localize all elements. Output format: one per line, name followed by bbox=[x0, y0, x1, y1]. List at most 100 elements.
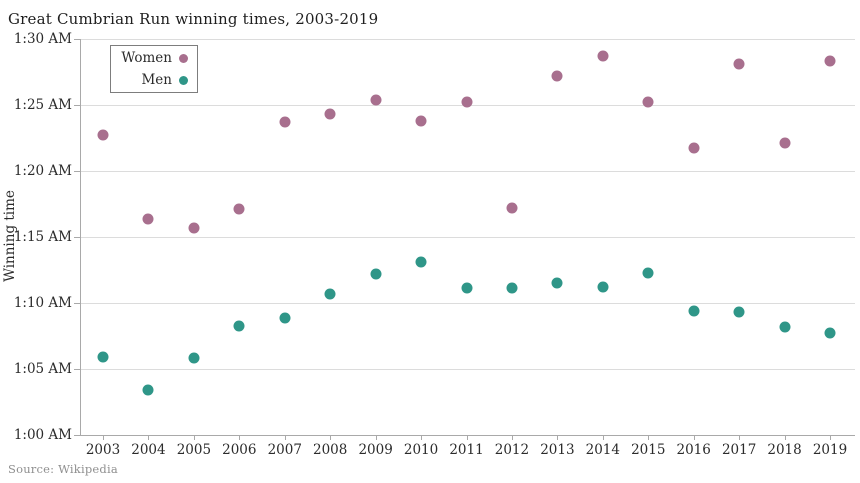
data-point-women-2019[interactable] bbox=[824, 55, 836, 67]
y-tick-label: 1:30 AM bbox=[13, 31, 72, 47]
men-series-dot-icon bbox=[179, 75, 188, 85]
y-tick-label: 1:10 AM bbox=[13, 295, 72, 311]
data-point-men-2018[interactable] bbox=[779, 321, 791, 333]
x-tick-label: 2012 bbox=[494, 442, 530, 458]
gridline bbox=[80, 171, 855, 172]
data-point-men-2008[interactable] bbox=[324, 288, 336, 300]
source-attribution: Source: Wikipedia bbox=[8, 462, 118, 476]
x-axis-tick bbox=[557, 435, 559, 440]
women-series-dot-icon bbox=[179, 53, 188, 63]
data-point-men-2015[interactable] bbox=[642, 267, 654, 279]
data-point-men-2003[interactable] bbox=[97, 351, 109, 363]
x-axis-tick bbox=[830, 435, 831, 440]
y-axis-tick bbox=[74, 237, 80, 238]
data-point-men-2004[interactable] bbox=[142, 384, 154, 396]
y-axis-tick bbox=[74, 105, 80, 106]
gridline bbox=[80, 237, 855, 238]
data-point-men-2009[interactable] bbox=[370, 268, 382, 280]
x-axis-tick bbox=[784, 435, 786, 440]
legend-item-men: Men bbox=[111, 70, 188, 90]
data-point-men-2012[interactable] bbox=[506, 282, 518, 294]
x-axis-line bbox=[80, 435, 855, 436]
data-point-women-2009[interactable] bbox=[370, 94, 382, 106]
legend: Women Men bbox=[110, 45, 198, 93]
data-point-men-2006[interactable] bbox=[233, 320, 245, 332]
legend-label-women: Women bbox=[121, 50, 172, 66]
data-point-women-2012[interactable] bbox=[506, 202, 518, 214]
x-axis-tick bbox=[284, 435, 286, 440]
data-point-men-2016[interactable] bbox=[688, 305, 700, 317]
x-axis-tick bbox=[511, 435, 513, 440]
y-tick-label: 1:00 AM bbox=[13, 427, 72, 443]
data-point-women-2016[interactable] bbox=[688, 142, 700, 154]
y-tick-label: 1:15 AM bbox=[13, 229, 72, 245]
y-tick-label: 1:25 AM bbox=[13, 97, 72, 113]
gridline bbox=[80, 303, 855, 304]
data-point-women-2008[interactable] bbox=[324, 108, 336, 120]
data-point-men-2014[interactable] bbox=[597, 281, 609, 293]
x-axis-tick bbox=[375, 435, 377, 440]
x-tick-label: 2015 bbox=[631, 442, 666, 458]
y-axis-line bbox=[80, 39, 81, 435]
data-point-women-2006[interactable] bbox=[233, 203, 245, 215]
data-point-men-2017[interactable] bbox=[733, 306, 745, 318]
data-point-women-2010[interactable] bbox=[415, 115, 427, 127]
y-axis-tick bbox=[74, 171, 80, 172]
gridline bbox=[80, 369, 855, 370]
data-point-women-2004[interactable] bbox=[142, 213, 154, 225]
y-axis-tick bbox=[74, 435, 80, 436]
data-point-men-2005[interactable] bbox=[188, 352, 200, 364]
x-tick-label: 2017 bbox=[721, 442, 757, 458]
chart-title: Great Cumbrian Run winning times, 2003-2… bbox=[8, 10, 379, 28]
y-axis-tick bbox=[74, 303, 80, 304]
data-point-women-2003[interactable] bbox=[97, 129, 109, 141]
x-axis-tick bbox=[602, 435, 604, 440]
data-point-men-2013[interactable] bbox=[551, 277, 563, 289]
x-axis-tick bbox=[466, 435, 468, 440]
x-tick-label: 2008 bbox=[313, 442, 348, 458]
y-axis-tick bbox=[74, 369, 80, 370]
x-tick-label: 2009 bbox=[358, 442, 393, 458]
x-axis-tick bbox=[648, 435, 650, 440]
x-axis-tick bbox=[103, 435, 104, 440]
x-axis-tick bbox=[739, 435, 741, 440]
data-point-women-2005[interactable] bbox=[188, 222, 200, 234]
y-tick-label: 1:05 AM bbox=[13, 361, 72, 377]
data-point-women-2014[interactable] bbox=[597, 50, 609, 62]
data-point-men-2007[interactable] bbox=[279, 312, 291, 324]
legend-item-women: Women bbox=[111, 48, 188, 68]
x-axis-tick bbox=[330, 435, 332, 440]
x-axis-tick bbox=[193, 435, 195, 440]
data-point-women-2015[interactable] bbox=[642, 96, 654, 108]
y-tick-label: 1:20 AM bbox=[13, 163, 72, 179]
x-tick-label: 2006 bbox=[222, 442, 257, 458]
x-tick-label: 2013 bbox=[540, 442, 575, 458]
data-point-women-2007[interactable] bbox=[279, 116, 291, 127]
x-tick-label: 2007 bbox=[267, 442, 302, 458]
x-tick-label: 2011 bbox=[449, 442, 484, 458]
data-point-women-2018[interactable] bbox=[779, 137, 791, 149]
x-axis-tick bbox=[693, 435, 695, 440]
x-tick-label: 2016 bbox=[676, 442, 711, 458]
data-point-women-2011[interactable] bbox=[461, 96, 472, 108]
x-tick-label: 2019 bbox=[812, 442, 848, 458]
x-axis-tick bbox=[239, 435, 241, 440]
x-axis-tick bbox=[421, 435, 423, 440]
x-tick-label: 2014 bbox=[585, 442, 620, 458]
x-tick-label: 2003 bbox=[85, 442, 121, 458]
data-point-men-2019[interactable] bbox=[824, 327, 836, 339]
x-tick-label: 2018 bbox=[767, 442, 802, 458]
data-point-men-2011[interactable] bbox=[461, 282, 472, 294]
x-tick-label: 2010 bbox=[403, 442, 439, 458]
data-point-men-2010[interactable] bbox=[415, 256, 427, 268]
legend-label-men: Men bbox=[141, 72, 172, 88]
x-tick-label: 2005 bbox=[176, 442, 212, 458]
y-axis-tick bbox=[74, 39, 80, 40]
gridline bbox=[80, 39, 855, 40]
data-point-women-2017[interactable] bbox=[733, 58, 745, 70]
data-point-women-2013[interactable] bbox=[551, 70, 563, 82]
x-axis-tick bbox=[148, 435, 150, 440]
x-tick-label: 2004 bbox=[131, 442, 166, 458]
